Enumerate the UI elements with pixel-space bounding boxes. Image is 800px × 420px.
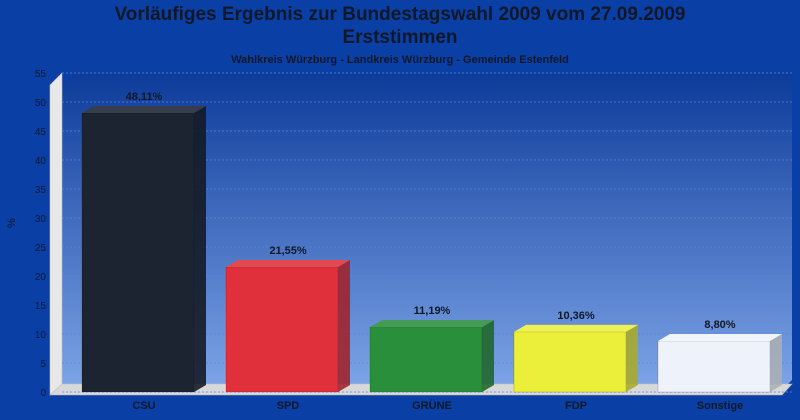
data-label: 8,80% [704, 319, 735, 331]
bar-front [513, 331, 627, 393]
y-tick-label: 0 [40, 388, 46, 399]
bar-side [194, 105, 206, 392]
bar-side [338, 260, 350, 392]
data-label: 48,11% [126, 91, 163, 103]
bar-front [369, 326, 483, 393]
y-tick-label: 15 [35, 301, 47, 312]
data-label: 10,36% [557, 310, 595, 322]
chart-subtitle: Wahlkreis Würzburg - Landkreis Würzburg … [231, 54, 569, 66]
y-tick-label: 50 [35, 98, 47, 109]
bar-side [770, 333, 782, 392]
x-tick-label: CSU [132, 400, 155, 412]
bar-fdp: 10,36% [513, 310, 638, 393]
bar-gr-ne: 11,19% [369, 305, 494, 393]
x-tick-label: SPD [277, 400, 300, 412]
y-tick-label: 10 [35, 330, 47, 341]
x-tick-label: FDP [565, 400, 587, 412]
bar-sonstige: 8,80% [657, 319, 782, 393]
chart-title: Vorläufiges Ergebnis zur Bundestagswahl … [114, 4, 686, 25]
data-label: 11,19% [414, 305, 451, 317]
left-wall [49, 72, 63, 396]
y-tick-label: 45 [35, 127, 47, 138]
bar-top [226, 260, 350, 268]
y-tick-label: 35 [35, 185, 47, 196]
bar-side [626, 324, 638, 392]
y-tick-label: 5 [40, 359, 46, 370]
y-tick-label: 30 [35, 214, 47, 225]
bar-top [514, 324, 638, 332]
y-tick-label: 40 [35, 156, 47, 167]
bar-top [658, 333, 782, 341]
bar-front [225, 266, 339, 393]
bar-top [370, 320, 494, 328]
bar-front [657, 340, 771, 393]
x-tick-label: GRÜNE [412, 399, 452, 412]
bar-top [82, 105, 206, 113]
y-tick-label: 20 [35, 272, 47, 283]
bar-front [81, 112, 195, 393]
bar-side [482, 320, 494, 392]
chart-title-line-2: Erststimmen [342, 27, 458, 48]
bar-csu: 48,11% [81, 91, 206, 393]
bar-spd: 21,55% [225, 245, 350, 393]
x-tick-label: Sonstige [697, 400, 743, 412]
x-axis-labels: CSU SPD GRÜNE FDP Sonstige [132, 399, 743, 412]
y-tick-label: 55 [35, 69, 47, 80]
y-tick-label: 25 [35, 243, 47, 254]
y-axis: 0 5 10 15 20 25 30 35 40 45 50 55 [35, 69, 47, 399]
bars: 48,11% 21,55% 11,19% 10,36% 8,80% [81, 91, 782, 393]
data-label: 21,55% [269, 245, 307, 257]
